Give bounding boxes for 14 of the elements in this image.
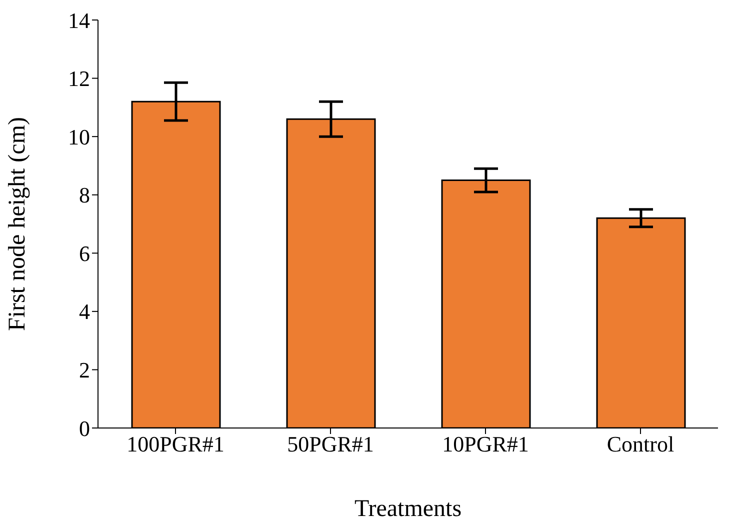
x-axis-title: Treatments	[354, 496, 462, 520]
y-tick-label: 12	[68, 66, 90, 92]
y-tick-label: 10	[68, 124, 90, 150]
x-tick-label: Control	[606, 432, 674, 457]
x-tick-label: 100PGR#1	[126, 432, 224, 457]
y-axis-title: First node height (cm)	[4, 117, 31, 331]
y-tick-label: 2	[79, 358, 90, 383]
y-tick-label: 14	[68, 8, 90, 33]
x-tick-label: 10PGR#1	[442, 432, 529, 457]
y-tick-label: 6	[79, 240, 90, 266]
y-tick-label: 4	[79, 299, 90, 324]
x-tick-label: 50PGR#1	[287, 432, 374, 457]
y-tick-label: 0	[79, 416, 90, 441]
y-tick-label: 8	[79, 182, 90, 208]
